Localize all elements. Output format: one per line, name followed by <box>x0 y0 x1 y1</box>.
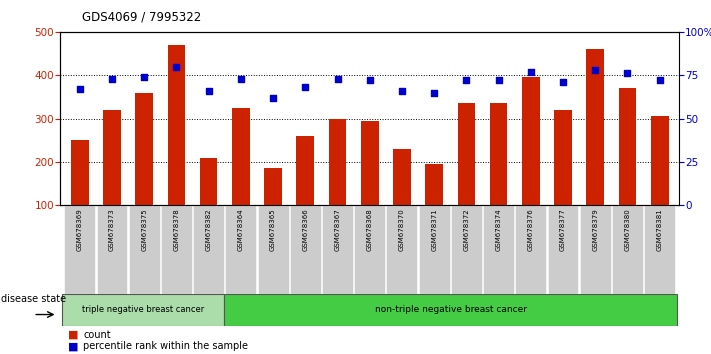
Bar <box>587 49 604 249</box>
Bar <box>457 103 475 249</box>
Bar <box>97 205 127 294</box>
Text: GSM678377: GSM678377 <box>560 208 566 251</box>
Text: count: count <box>83 330 111 339</box>
Bar <box>225 205 256 294</box>
Bar <box>129 205 160 294</box>
Point <box>203 88 214 94</box>
Point <box>235 76 247 81</box>
Bar <box>644 205 675 294</box>
Bar <box>451 205 482 294</box>
Text: GSM678375: GSM678375 <box>141 208 147 251</box>
Text: GSM678364: GSM678364 <box>238 208 244 251</box>
Bar <box>490 103 508 249</box>
Point <box>74 86 85 92</box>
Bar <box>425 164 443 249</box>
Text: GSM678367: GSM678367 <box>334 208 341 251</box>
Text: ■: ■ <box>68 330 78 339</box>
Point <box>557 79 569 85</box>
Text: GSM678369: GSM678369 <box>77 208 82 251</box>
Bar <box>322 205 353 294</box>
Text: GSM678380: GSM678380 <box>624 208 631 251</box>
Text: GSM678371: GSM678371 <box>431 208 437 251</box>
Bar <box>522 78 540 249</box>
Bar <box>257 205 289 294</box>
Bar <box>193 205 224 294</box>
Point <box>332 76 343 81</box>
Bar <box>547 205 579 294</box>
Bar <box>135 92 153 249</box>
Bar <box>419 205 449 294</box>
Point <box>429 90 440 96</box>
Point <box>461 78 472 83</box>
Point <box>299 85 311 90</box>
Point <box>106 76 117 81</box>
Bar <box>62 294 224 326</box>
Point <box>396 88 407 94</box>
Text: GSM678374: GSM678374 <box>496 208 501 251</box>
Text: ■: ■ <box>68 341 78 351</box>
Bar <box>71 140 89 249</box>
Text: GSM678372: GSM678372 <box>464 208 469 251</box>
Text: triple negative breast cancer: triple negative breast cancer <box>82 305 204 314</box>
Text: GSM678381: GSM678381 <box>657 208 663 251</box>
Bar <box>168 45 186 249</box>
Bar <box>619 88 636 249</box>
Bar <box>361 121 378 249</box>
Text: GSM678378: GSM678378 <box>173 208 179 251</box>
Bar <box>64 205 95 294</box>
Bar <box>354 205 385 294</box>
Bar <box>651 116 668 249</box>
Bar <box>290 205 321 294</box>
Bar <box>612 205 643 294</box>
Point <box>267 95 279 101</box>
Bar <box>554 110 572 249</box>
Point <box>621 71 633 76</box>
Bar <box>296 136 314 249</box>
Text: percentile rank within the sample: percentile rank within the sample <box>83 341 248 351</box>
Text: GSM678376: GSM678376 <box>528 208 534 251</box>
Bar <box>200 158 218 249</box>
Bar <box>161 205 192 294</box>
Text: GSM678370: GSM678370 <box>399 208 405 251</box>
Text: GSM678365: GSM678365 <box>270 208 276 251</box>
Text: GSM678382: GSM678382 <box>205 208 212 251</box>
Bar <box>387 205 417 294</box>
Text: disease state: disease state <box>1 294 67 304</box>
Point <box>525 69 537 75</box>
Point <box>589 67 601 73</box>
Bar <box>579 205 611 294</box>
Text: GSM678379: GSM678379 <box>592 208 598 251</box>
Text: GSM678373: GSM678373 <box>109 208 115 251</box>
Bar <box>103 110 121 249</box>
Point <box>493 78 504 83</box>
Bar <box>232 108 250 249</box>
Text: GDS4069 / 7995322: GDS4069 / 7995322 <box>82 11 201 24</box>
Point <box>364 78 375 83</box>
Point <box>654 78 665 83</box>
Point <box>139 74 150 80</box>
Bar <box>224 294 678 326</box>
Point <box>171 64 182 69</box>
Bar <box>393 149 411 249</box>
Text: GSM678368: GSM678368 <box>367 208 373 251</box>
Bar <box>515 205 546 294</box>
Bar <box>483 205 514 294</box>
Text: non-triple negative breast cancer: non-triple negative breast cancer <box>375 305 527 314</box>
Bar <box>264 169 282 249</box>
Text: GSM678366: GSM678366 <box>302 208 309 251</box>
Bar <box>328 119 346 249</box>
